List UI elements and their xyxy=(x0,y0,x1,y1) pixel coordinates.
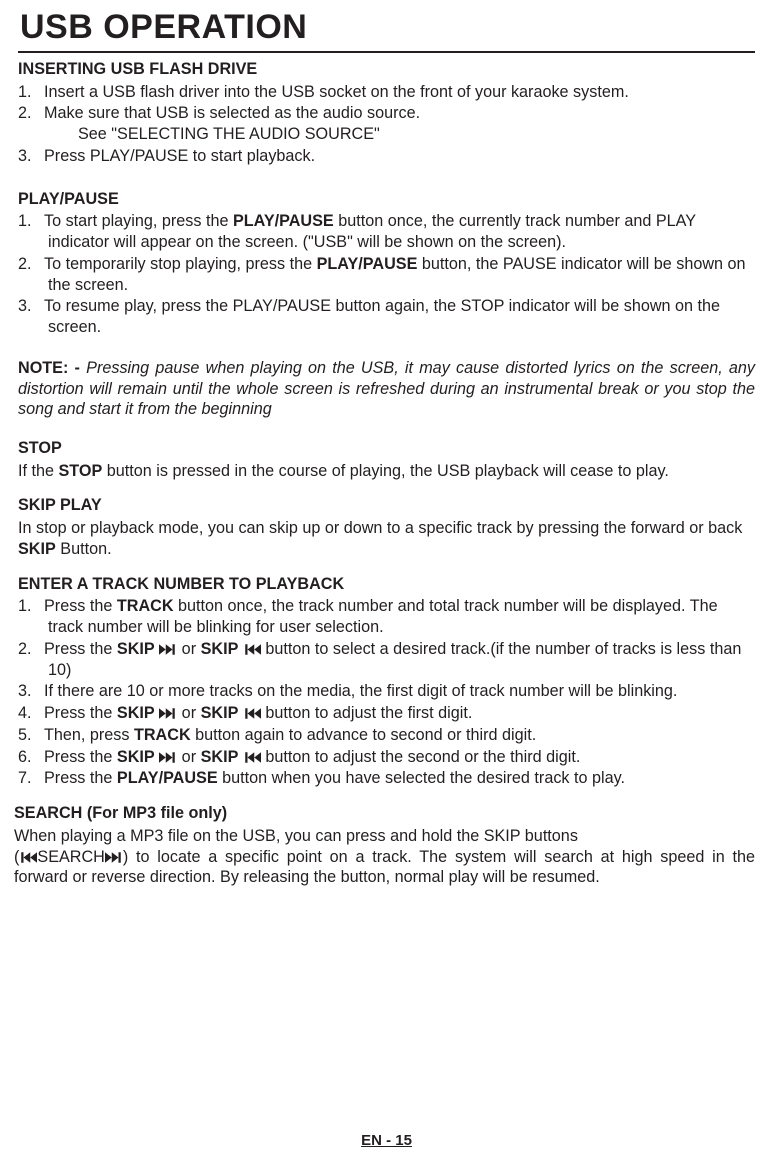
skip-back-icon xyxy=(243,644,261,655)
skip-forward-icon xyxy=(105,852,123,863)
note-body: Pressing pause when playing on the USB, … xyxy=(18,359,755,418)
section-stop: STOP If the STOP button is pressed in th… xyxy=(18,438,755,481)
list-item: 3.If there are 10 or more tracks on the … xyxy=(18,681,755,702)
list-item: 2.Press the SKIP or SKIP button to selec… xyxy=(18,639,755,680)
list-item: 3.Press PLAY/PAUSE to start playback. xyxy=(18,146,755,167)
section-head: STOP xyxy=(18,438,755,459)
list-text: Press the SKIP or SKIP button to select … xyxy=(44,640,741,679)
list-text: If there are 10 or more tracks on the me… xyxy=(44,682,677,700)
list-item: 2.Make sure that USB is selected as the … xyxy=(18,103,755,144)
list-text: Press the SKIP or SKIP button to adjust … xyxy=(44,748,580,766)
section-track: ENTER A TRACK NUMBER TO PLAYBACK 1.Press… xyxy=(18,574,755,789)
section-head: PLAY/PAUSE xyxy=(18,189,755,210)
section-skip-play: SKIP PLAY In stop or playback mode, you … xyxy=(18,495,755,559)
list-item: 4.Press the SKIP or SKIP button to adjus… xyxy=(18,703,755,724)
list-item: 2.To temporarily stop playing, press the… xyxy=(18,254,755,295)
section-head: SKIP PLAY xyxy=(18,495,755,516)
list-text-cont: See "SELECTING THE AUDIO SOURCE" xyxy=(48,124,755,145)
list-text: To resume play, press the PLAY/PAUSE but… xyxy=(44,297,720,336)
insert-usb-list: 1.Insert a USB flash driver into the USB… xyxy=(18,82,755,167)
list-item: 1.Insert a USB flash driver into the USB… xyxy=(18,82,755,103)
list-text: Press the SKIP or SKIP button to adjust … xyxy=(44,704,472,722)
page: USB OPERATION INSERTING USB FLASH DRIVE … xyxy=(0,0,773,1167)
list-item: 5.Then, press TRACK button again to adva… xyxy=(18,725,755,746)
list-text: Insert a USB flash driver into the USB s… xyxy=(44,83,629,101)
list-item: 7.Press the PLAY/PAUSE button when you h… xyxy=(18,768,755,789)
page-title: USB OPERATION xyxy=(20,8,755,47)
list-item: 1.To start playing, press the PLAY/PAUSE… xyxy=(18,211,755,252)
skip-back-icon xyxy=(19,852,37,863)
list-text: To temporarily stop playing, press the P… xyxy=(44,255,746,294)
skip-back-icon xyxy=(243,708,261,719)
list-item: 1.Press the TRACK button once, the track… xyxy=(18,596,755,637)
skip-forward-icon xyxy=(159,752,177,763)
list-item: 6.Press the SKIP or SKIP button to adjus… xyxy=(18,747,755,768)
section-head: ENTER A TRACK NUMBER TO PLAYBACK xyxy=(18,574,755,595)
note-text: NOTE: - Pressing pause when playing on t… xyxy=(18,358,755,420)
section-play-pause: PLAY/PAUSE 1.To start playing, press the… xyxy=(18,189,755,338)
skip-play-text: In stop or playback mode, you can skip u… xyxy=(18,518,755,559)
list-item: 3.To resume play, press the PLAY/PAUSE b… xyxy=(18,296,755,337)
track-list: 1.Press the TRACK button once, the track… xyxy=(18,596,755,789)
section-note: NOTE: - Pressing pause when playing on t… xyxy=(18,358,755,420)
list-text: Press the TRACK button once, the track n… xyxy=(44,597,718,636)
title-rule xyxy=(18,51,755,53)
note-lead: NOTE: - xyxy=(18,359,86,377)
section-head: SEARCH (For MP3 file only) xyxy=(14,803,755,824)
list-text: To start playing, press the PLAY/PAUSE b… xyxy=(44,212,696,251)
skip-forward-icon xyxy=(159,644,177,655)
stop-text: If the STOP button is pressed in the cou… xyxy=(18,461,755,482)
list-text: Make sure that USB is selected as the au… xyxy=(44,104,420,122)
section-head: INSERTING USB FLASH DRIVE xyxy=(18,59,755,80)
skip-forward-icon xyxy=(159,708,177,719)
section-search: SEARCH (For MP3 file only) When playing … xyxy=(14,803,755,888)
search-text: When playing a MP3 file on the USB, you … xyxy=(14,826,755,888)
list-text: Press PLAY/PAUSE to start playback. xyxy=(44,147,315,165)
section-insert-usb: INSERTING USB FLASH DRIVE 1.Insert a USB… xyxy=(18,59,755,167)
skip-back-icon xyxy=(243,752,261,763)
list-text: Press the PLAY/PAUSE button when you hav… xyxy=(44,769,625,787)
page-footer: EN - 15 xyxy=(0,1132,773,1149)
list-text: Then, press TRACK button again to advanc… xyxy=(44,726,536,744)
play-pause-list: 1.To start playing, press the PLAY/PAUSE… xyxy=(18,211,755,337)
